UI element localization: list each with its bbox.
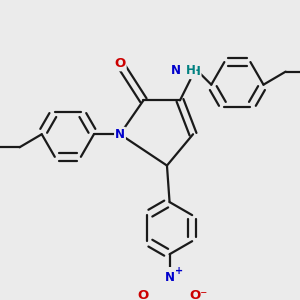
Text: N: N [171, 64, 181, 77]
Text: +: + [175, 266, 183, 276]
Text: N: N [115, 128, 125, 141]
Text: H: H [185, 64, 195, 77]
Text: N: N [165, 271, 175, 284]
Text: O⁻: O⁻ [189, 290, 207, 300]
Text: O: O [138, 290, 149, 300]
Text: H: H [191, 65, 201, 78]
Text: N: N [184, 65, 194, 78]
Text: O: O [114, 57, 126, 70]
